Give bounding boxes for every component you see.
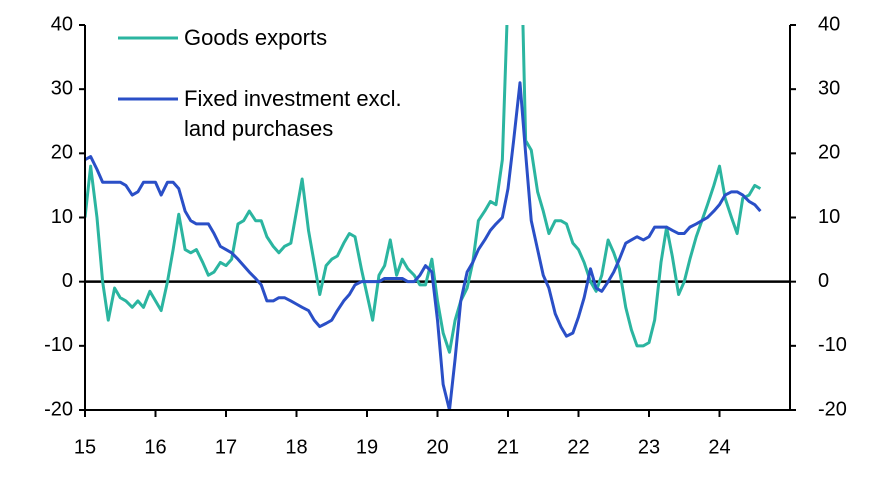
x-tick-label: 18	[285, 436, 307, 458]
legend-swatch	[118, 97, 178, 101]
y-tick-label: 30	[51, 77, 73, 99]
series-line	[85, 81, 762, 411]
series-line	[85, 25, 762, 354]
y2-tick-label: -10	[818, 334, 847, 356]
y2-tick-label: 20	[818, 142, 840, 164]
y2-tick-label: 0	[818, 270, 829, 292]
x-tick-label: 17	[215, 436, 237, 458]
x-tick-label: 19	[356, 436, 378, 458]
y-tick-label: 10	[51, 206, 73, 228]
x-tick-label: 15	[74, 436, 96, 458]
x-tick-label: 21	[497, 436, 519, 458]
y2-tick-label: 40	[818, 13, 840, 35]
y2-tick-label: 30	[818, 77, 840, 99]
legend-label: Goods exports	[184, 25, 328, 50]
y-tick-label: 0	[62, 270, 73, 292]
y-tick-label: 40	[51, 13, 73, 35]
y2-tick-label: -20	[818, 398, 847, 420]
x-tick-label: 24	[708, 436, 730, 458]
legend-label: Fixed investment excl. land purchases	[184, 86, 402, 141]
y-tick-label: -20	[44, 398, 73, 420]
y-tick-label: 20	[51, 142, 73, 164]
x-tick-label: 22	[567, 436, 589, 458]
y-tick-label: -10	[44, 334, 73, 356]
x-tick-label: 20	[426, 436, 448, 458]
y2-tick-label: 10	[818, 206, 840, 228]
legend-swatch	[118, 36, 178, 40]
x-tick-label: 16	[144, 436, 166, 458]
x-tick-label: 23	[638, 436, 660, 458]
